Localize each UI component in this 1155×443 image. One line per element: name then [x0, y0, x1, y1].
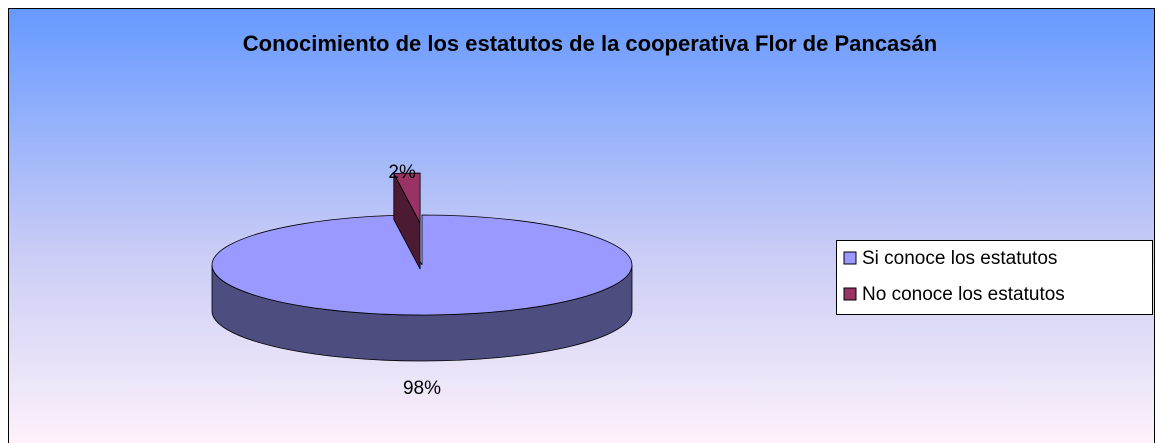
legend-swatch [843, 287, 857, 301]
data-label: 98% [403, 378, 441, 399]
legend-label: Si conoce los estatutos [862, 248, 1057, 269]
chart-title: Conocimiento de los estatutos de la coop… [242, 31, 938, 56]
legend-box [836, 240, 1153, 315]
data-label: 2% [388, 162, 416, 183]
legend-swatch [843, 251, 857, 265]
legend-label: No conoce los estatutos [862, 284, 1065, 305]
chart-frame [8, 8, 1155, 443]
pie-slice [211, 214, 633, 316]
pie-slice [393, 172, 421, 224]
